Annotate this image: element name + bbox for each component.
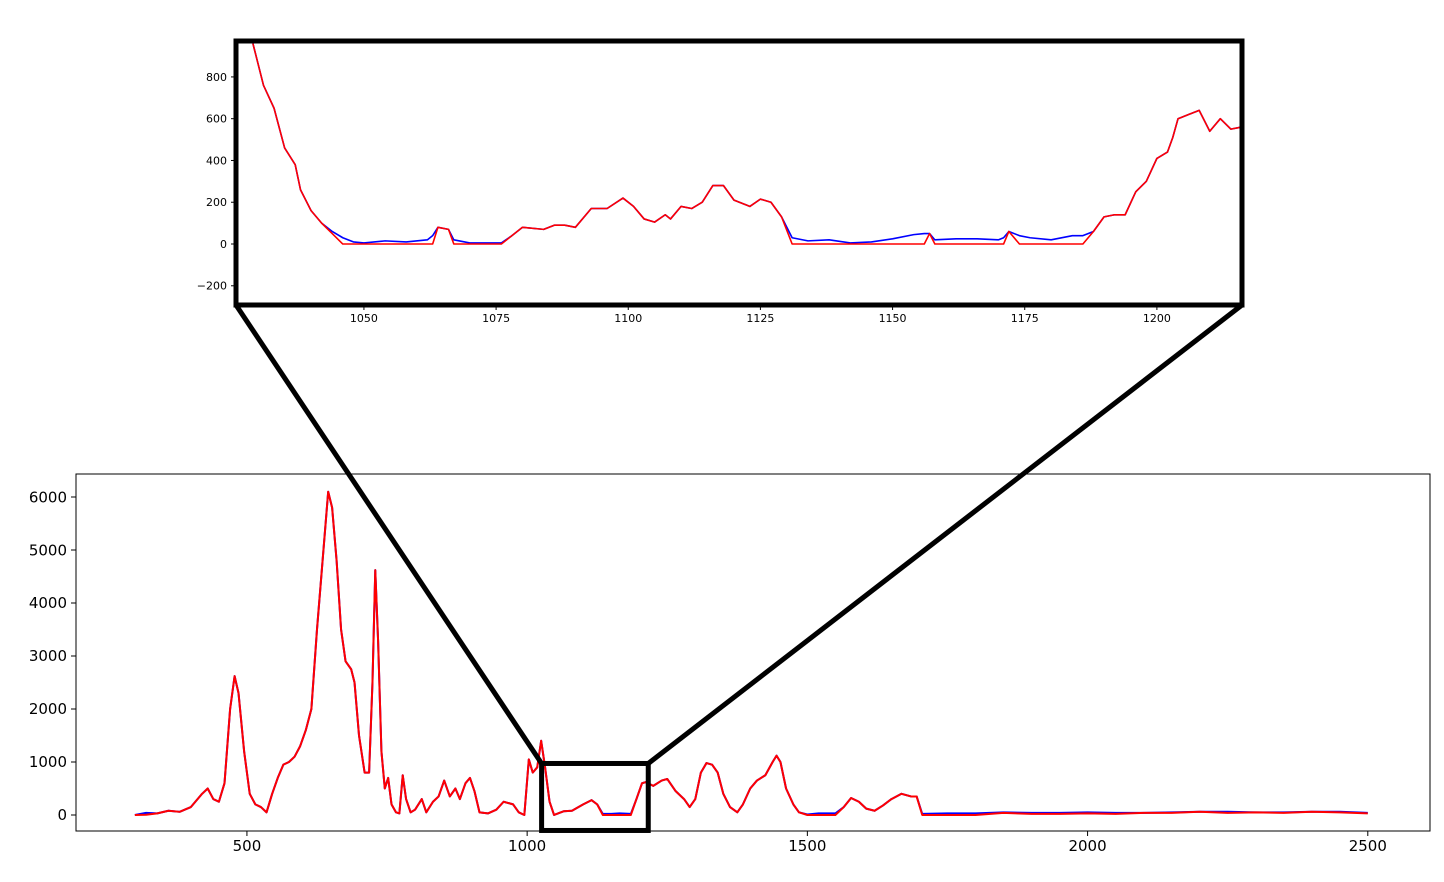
x-tick-label: 2500 [1349,837,1387,855]
series-line [252,43,1242,245]
x-tick-label: 1200 [1143,312,1171,325]
zoom-connector [646,303,1244,766]
y-tick-label: 200 [206,196,227,209]
x-tick-label: 1100 [614,312,642,325]
y-tick-label: 0 [57,806,67,824]
zoom-connector [233,303,544,765]
x-tick-label: 2000 [1068,837,1106,855]
zoom-box [539,760,651,833]
main-frame [75,473,1431,832]
y-tick-label: 0 [220,238,227,251]
x-tick-label: 1075 [482,312,510,325]
y-tick-label: 600 [206,113,227,126]
y-tick-label: 800 [206,71,227,84]
plot-lines [134,490,1368,816]
y-tick-label: 400 [206,154,227,167]
series-line [134,490,1368,816]
y-tick-label: 5000 [29,541,67,559]
y-tick-label: −200 [197,280,227,293]
x-tick-label: 500 [233,837,262,855]
x-tick-label: 1050 [350,312,378,325]
x-tick-label: 1500 [788,837,826,855]
x-tick-label: 1150 [879,312,907,325]
y-tick-label: 2000 [29,700,67,718]
y-tick-label: 1000 [29,753,67,771]
y-tick-label: 6000 [29,488,67,506]
y-tick-label: 3000 [29,647,67,665]
series-line [252,43,1242,244]
x-tick-label: 1000 [508,837,546,855]
plot-lines [252,43,1242,245]
x-tick-label: 1125 [746,312,774,325]
y-tick-label: 4000 [29,594,67,612]
inset-frame [233,38,1245,308]
series-line [134,490,1368,816]
x-tick-label: 1175 [1011,312,1039,325]
